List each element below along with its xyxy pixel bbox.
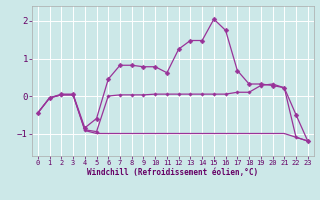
X-axis label: Windchill (Refroidissement éolien,°C): Windchill (Refroidissement éolien,°C): [87, 168, 258, 177]
